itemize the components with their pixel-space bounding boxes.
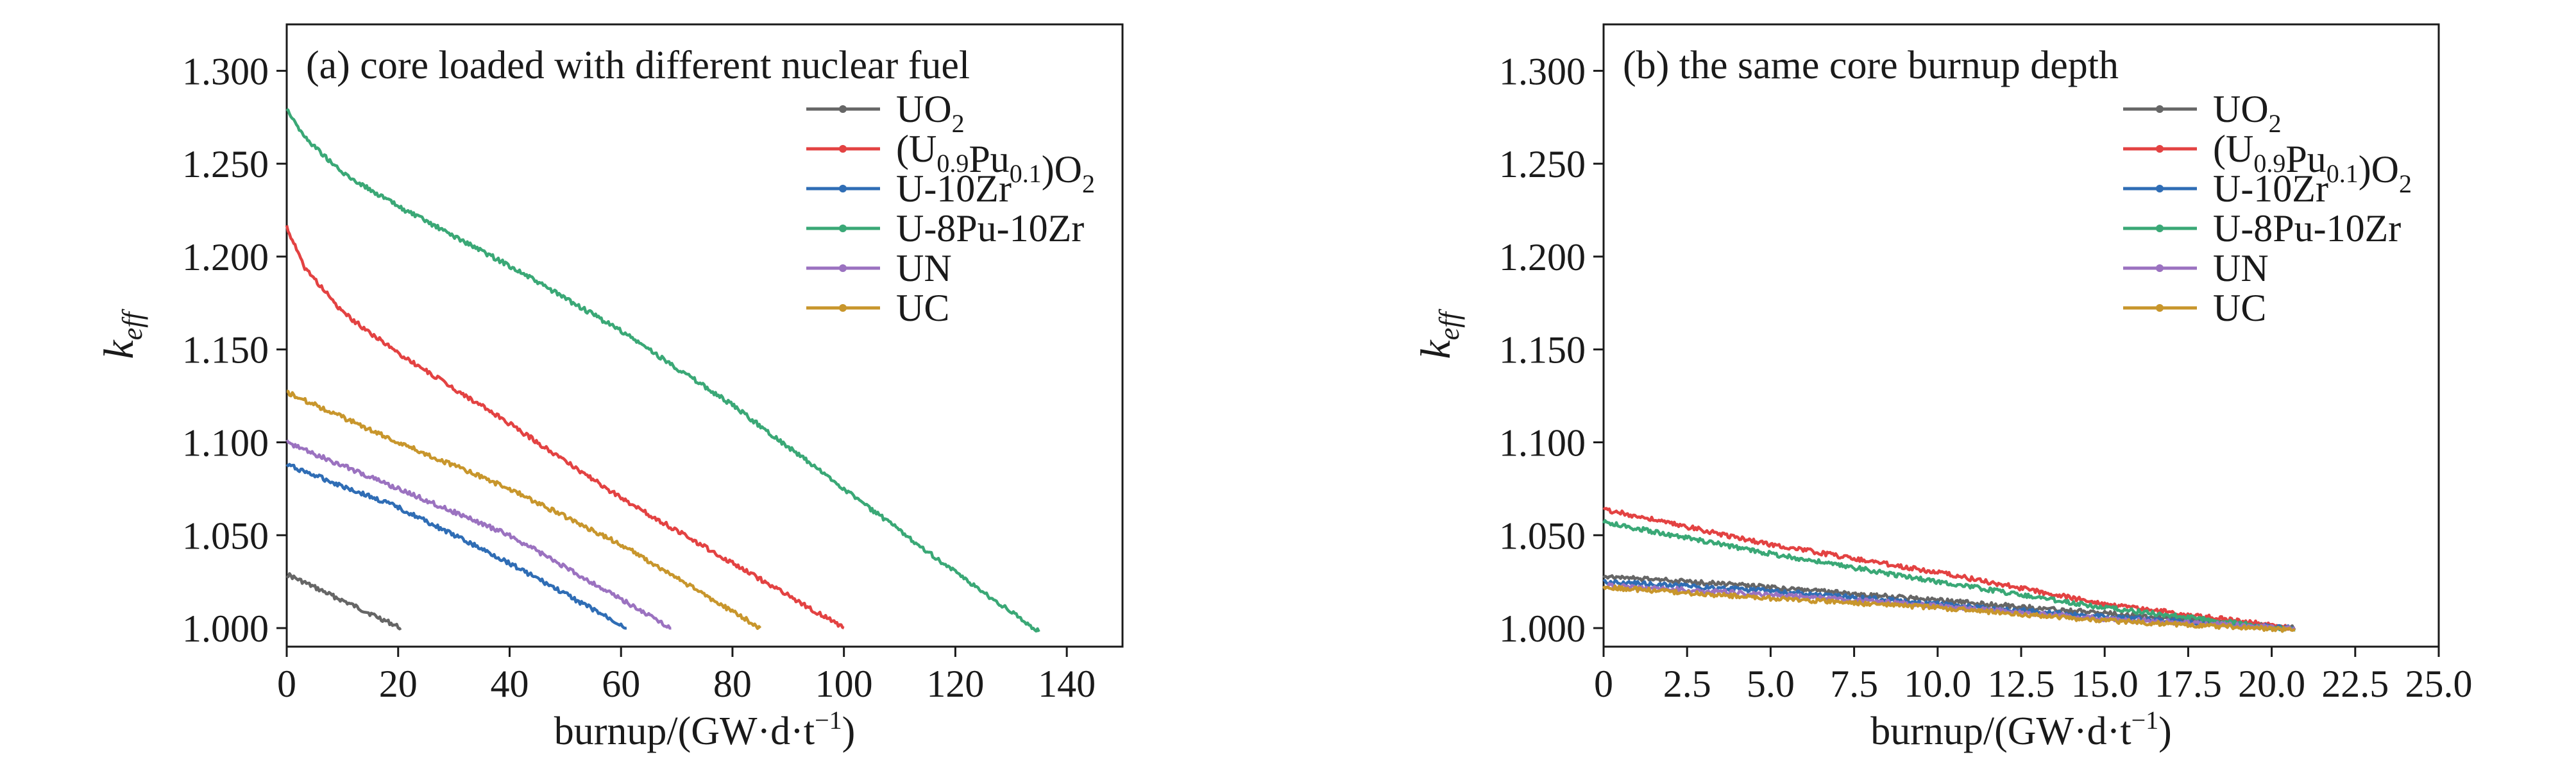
x-axis-label: burnup/(GW·d·t−1) [1870, 706, 2172, 753]
x-tick-label: 2.5 [1663, 663, 1711, 705]
y-tick-label: 1.200 [182, 236, 269, 278]
y-tick-label: 1.000 [1499, 608, 1586, 650]
x-tick-label: 20.0 [2238, 663, 2305, 705]
legend-marker [839, 145, 847, 153]
y-tick-label: 1.100 [1499, 421, 1586, 464]
x-tick-label: 60 [602, 663, 640, 705]
y-tick-label: 1.150 [1499, 329, 1586, 371]
legend-label: UC [896, 287, 949, 329]
y-tick-label: 1.250 [1499, 143, 1586, 185]
y-tick-label: 1.250 [182, 143, 269, 185]
legend-marker [2156, 304, 2164, 312]
legend-label: U-8Pu-10Zr [896, 207, 1084, 250]
series-line [285, 572, 402, 631]
x-tick-label: 17.5 [2155, 663, 2222, 705]
y-tick-label: 1.150 [182, 329, 269, 371]
legend-label: U-8Pu-10Zr [2213, 207, 2401, 250]
legend-marker [839, 304, 847, 312]
legend-marker [2156, 185, 2164, 192]
series-line [1602, 506, 2296, 631]
legend-label: UC [2213, 287, 2266, 329]
y-tick-label: 1.300 [182, 50, 269, 92]
series-line [285, 225, 845, 630]
legend-marker [839, 264, 847, 272]
legend-label: UN [896, 247, 952, 289]
legend-marker [839, 225, 847, 232]
legend-label: UO2 [2213, 88, 2282, 138]
legend-label: U-10Zr [2213, 167, 2328, 210]
y-tick-label: 1.300 [1499, 50, 1586, 92]
x-tick-label: 22.5 [2321, 663, 2389, 705]
panel-title: (b) the same core burnup depth [1623, 44, 2119, 87]
plot-frame [285, 23, 1124, 648]
series-line [1602, 579, 2296, 631]
series-line [1602, 584, 2296, 633]
x-tick-label: 15.0 [2071, 663, 2139, 705]
x-tick-label: 140 [1038, 663, 1096, 705]
x-tick-label: 120 [926, 663, 984, 705]
y-tick-label: 1.050 [1499, 515, 1586, 557]
series-line [285, 463, 627, 630]
legend-marker [839, 105, 847, 113]
legend-label: (U0.9Pu0.1)O2 [896, 128, 1095, 198]
panel-title: (a) core loaded with different nuclear f… [306, 44, 970, 87]
series-line [286, 389, 762, 630]
plot-frame [1602, 23, 2440, 648]
x-tick-label: 40 [490, 663, 529, 705]
legend-label: UO2 [896, 88, 965, 138]
series-line [285, 108, 1040, 633]
series-line [1602, 519, 2296, 632]
legend-label: UN [2213, 247, 2269, 289]
y-tick-label: 1.100 [182, 421, 269, 464]
legend-label: (U0.9Pu0.1)O2 [2213, 128, 2412, 198]
series-line [285, 439, 672, 630]
legend-marker [2156, 225, 2164, 232]
x-tick-label: 80 [713, 663, 752, 705]
legend-label: U-10Zr [896, 167, 1012, 210]
y-tick-label: 1.050 [182, 515, 269, 557]
panel-a: 1.000 1.050 1.100 1.150 1.200 1.250 1.300 0 20 40… [96, 23, 1124, 753]
x-axis-label: burnup/(GW·d·t−1) [554, 706, 856, 753]
y-axis-label: keff [96, 309, 148, 359]
legend-marker [2156, 105, 2164, 113]
y-axis-label: keff [1412, 309, 1465, 359]
legend-marker [2156, 145, 2164, 153]
x-tick-label: 10.0 [1904, 663, 1971, 705]
y-tick-label: 1.200 [1499, 236, 1586, 278]
legend-marker [2156, 264, 2164, 272]
x-tick-label: 5.0 [1747, 663, 1795, 705]
x-tick-label: 100 [815, 663, 873, 705]
x-tick-label: 0 [277, 663, 296, 705]
legend-marker [839, 185, 847, 192]
y-tick-label: 1.000 [182, 608, 269, 650]
panel-b: 1.000 1.050 1.100 1.150 1.200 1.250 1.300 0 2.5 5… [1412, 23, 2473, 753]
x-tick-label: 12.5 [1988, 663, 2055, 705]
x-tick-label: 25.0 [2405, 663, 2473, 705]
x-tick-label: 0 [1594, 663, 1613, 705]
x-tick-label: 20 [379, 663, 418, 705]
x-tick-label: 7.5 [1830, 663, 1878, 705]
